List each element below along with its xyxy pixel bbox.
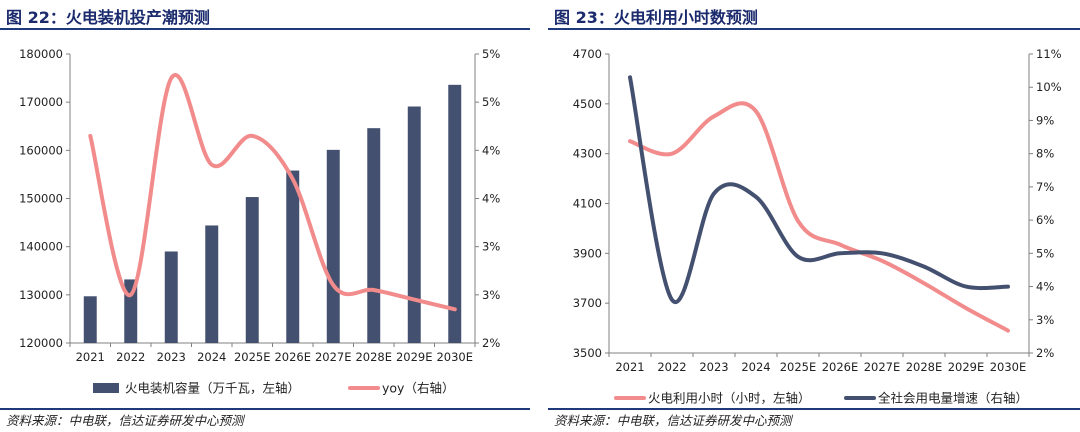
bar bbox=[286, 170, 300, 343]
x-tick-label: 2030E bbox=[436, 350, 473, 364]
x-tick-label: 2028E bbox=[906, 360, 943, 374]
y-tick-label-right: 7% bbox=[1036, 180, 1054, 194]
source-note: 资料来源：中电联，信达证券研发中心预测 bbox=[6, 413, 244, 428]
y-tick-label-right: 5% bbox=[482, 47, 500, 61]
bar bbox=[164, 251, 178, 343]
y-tick-label-right: 4% bbox=[482, 192, 500, 206]
x-tick-label: 2027E bbox=[864, 360, 901, 374]
y-tick-label-left: 120000 bbox=[19, 336, 63, 350]
x-tick-label: 2022 bbox=[116, 350, 145, 364]
bar bbox=[205, 225, 219, 343]
y-tick-label-left: 150000 bbox=[19, 192, 63, 206]
y-tick-label-right: 5% bbox=[482, 95, 500, 109]
x-tick-label: 2029E bbox=[396, 350, 433, 364]
legend-label: 火电利用小时（小时，左轴） bbox=[648, 391, 811, 406]
bar bbox=[83, 296, 97, 343]
x-tick-label: 2026E bbox=[274, 350, 311, 364]
x-tick-label: 2029E bbox=[948, 360, 985, 374]
x-tick-label: 2021 bbox=[76, 350, 105, 364]
x-tick-label: 2026E bbox=[822, 360, 859, 374]
x-tick-label: 2025E bbox=[780, 360, 817, 374]
figure-right: 图 23：火电利用小时数预测 3500 3700 3900 4100 4300 4500 4… bbox=[548, 0, 1080, 432]
figure-title: 图 23：火电利用小时数预测 bbox=[554, 8, 758, 27]
title-rule bbox=[548, 28, 1080, 30]
y-tick-label-right: 9% bbox=[1036, 113, 1054, 127]
bar bbox=[367, 128, 381, 343]
y-tick-label-right: 4% bbox=[482, 143, 500, 157]
legend-label: 火电装机容量（万千瓦，左轴） bbox=[125, 381, 300, 396]
source-rule bbox=[548, 408, 1080, 410]
y-tick-label-left: 180000 bbox=[19, 47, 63, 61]
y-tick-label-right: 8% bbox=[1036, 147, 1054, 161]
bar bbox=[448, 84, 462, 344]
x-tick-label: 2027E bbox=[315, 350, 352, 364]
series-line bbox=[628, 75, 1010, 305]
x-tick-label: 2022 bbox=[657, 360, 686, 374]
y-tick-label-right: 3% bbox=[482, 240, 500, 254]
x-tick-label: 2028E bbox=[355, 350, 392, 364]
y-tick-label-left: 170000 bbox=[19, 95, 63, 109]
y-tick-label-left: 4500 bbox=[573, 97, 602, 111]
y-tick-label-left: 160000 bbox=[19, 143, 63, 157]
y-tick-label-right: 11% bbox=[1036, 47, 1062, 61]
y-tick-label-left: 4700 bbox=[573, 47, 602, 61]
chart-hours-growth: 3500 3700 3900 4100 4300 4500 4700 2% 3% 4% 5% 6% 7%… bbox=[573, 47, 1062, 406]
legend-swatch bbox=[93, 383, 119, 393]
y-tick-label-left: 4300 bbox=[573, 147, 602, 161]
y-tick-label-left: 4100 bbox=[573, 197, 602, 211]
legend-label: 全社会用电量增速（右轴） bbox=[878, 391, 1028, 406]
x-tick-label: 2023 bbox=[699, 360, 728, 374]
y-tick-label-right: 4% bbox=[1036, 280, 1054, 294]
x-tick-label: 2021 bbox=[615, 360, 644, 374]
x-tick-label: 2025E bbox=[234, 350, 271, 364]
y-tick-label-left: 3500 bbox=[573, 346, 602, 360]
x-tick-label: 2024 bbox=[197, 350, 226, 364]
series-line bbox=[88, 73, 457, 312]
y-tick-label-right: 5% bbox=[1036, 246, 1054, 260]
bar bbox=[326, 149, 340, 343]
chart-capacity-yoy: 120000 130000 140000 150000 160000 170000 1800… bbox=[19, 47, 500, 396]
title-rule bbox=[0, 28, 530, 30]
x-tick-label: 2030E bbox=[990, 360, 1027, 374]
y-tick-label-right: 3% bbox=[482, 288, 500, 302]
x-tick-label: 2024 bbox=[741, 360, 770, 374]
source-note: 资料来源：中电联，信达证券研发中心预测 bbox=[554, 413, 792, 428]
x-tick-label: 2023 bbox=[157, 350, 186, 364]
y-tick-label-left: 140000 bbox=[19, 240, 63, 254]
y-tick-label-right: 2% bbox=[482, 336, 500, 350]
source-rule bbox=[0, 408, 530, 410]
y-tick-label-left: 130000 bbox=[19, 288, 63, 302]
bar bbox=[245, 197, 259, 343]
y-tick-label-left: 3900 bbox=[573, 246, 602, 260]
y-tick-label-right: 6% bbox=[1036, 213, 1054, 227]
series-line bbox=[628, 101, 1010, 333]
y-tick-label-right: 3% bbox=[1036, 313, 1054, 327]
legend-label: yoy（右轴） bbox=[382, 381, 454, 396]
bar bbox=[407, 106, 421, 343]
y-tick-label-left: 3700 bbox=[573, 296, 602, 310]
figure-left: 图 22：火电装机投产潮预测 120000 130000 140000 150000 1… bbox=[0, 0, 530, 432]
y-tick-label-right: 10% bbox=[1036, 80, 1062, 94]
figure-title: 图 22：火电装机投产潮预测 bbox=[6, 8, 210, 27]
y-tick-label-right: 2% bbox=[1036, 346, 1054, 360]
